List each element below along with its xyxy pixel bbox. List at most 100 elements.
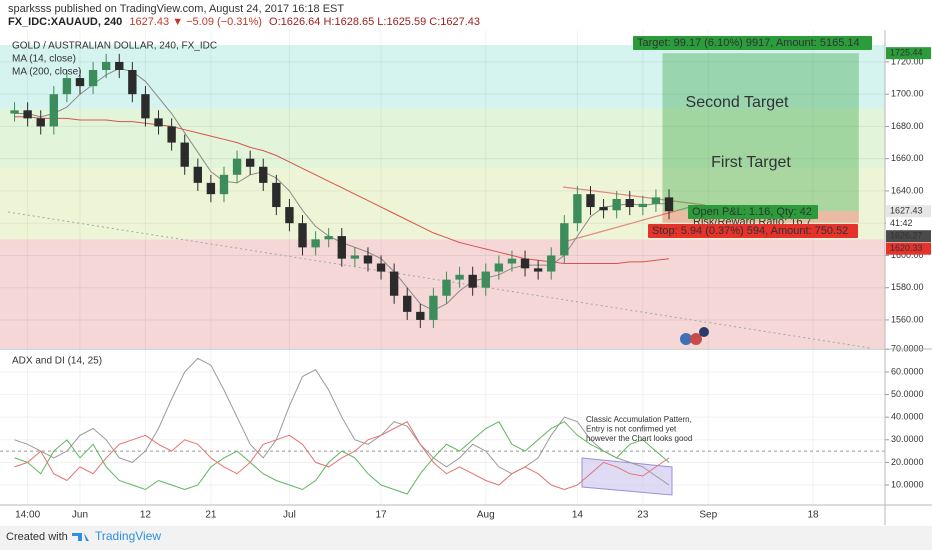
candle-body [285, 207, 294, 224]
candle-body [311, 239, 320, 248]
candle-body [298, 223, 307, 248]
candle-body [481, 271, 490, 288]
candle-body [403, 295, 412, 312]
candle-body [363, 255, 373, 264]
candle-body [651, 197, 661, 204]
candle-body [389, 271, 399, 296]
candle-body [337, 236, 346, 259]
candle-body [167, 126, 176, 143]
y-tick-label: 20.0000 [891, 457, 924, 467]
y-tick-label: 40.0000 [891, 412, 924, 422]
candle-body [664, 197, 674, 212]
pane-title: ADX and DI (14, 25) [12, 356, 102, 367]
candle-body [586, 194, 595, 208]
candle-body [612, 198, 621, 211]
candle-body [533, 268, 543, 272]
note: Entry is not confirmed yet [586, 425, 677, 434]
x-tick-label: Jul [283, 510, 296, 521]
candle-body [62, 78, 72, 95]
candle-body [416, 311, 425, 320]
price-label-box [886, 230, 931, 243]
x-tick-label: Jun [72, 510, 88, 521]
y-tick-label: 1660.00 [891, 153, 924, 163]
chart-title: GOLD / AUSTRALIAN DOLLAR, 240, FX_IDC [12, 41, 217, 52]
y-tick-label: 1600.00 [891, 250, 924, 260]
legend-entry: MA (14, close) [12, 54, 76, 65]
series-line [14, 421, 670, 495]
pnl-label: Open P&L: 1.16, Qty: 42 [692, 206, 812, 218]
candle-body [324, 236, 333, 240]
foreground-layer: 1560.001580.001600.001620.001640.001660.… [10, 36, 931, 521]
pnl-label-box [688, 205, 818, 219]
candle-body [219, 174, 229, 195]
price-label-box [886, 205, 931, 218]
quote-change: 1627.43 ▼ −5.09 (−0.31%) [129, 16, 262, 28]
x-tick-label: 23 [637, 510, 649, 521]
candle-body [232, 158, 242, 175]
candle-body [272, 182, 281, 208]
candle-body [376, 263, 386, 272]
candle-body [350, 255, 360, 259]
trend-line [7, 211, 871, 349]
candle-body [141, 94, 150, 119]
candle-body [494, 263, 504, 272]
candle-body [75, 78, 85, 87]
y-tick-label: 1640.00 [891, 185, 924, 195]
x-tick-label: 14:00 [15, 510, 40, 521]
y-tick-label: 30.0000 [891, 434, 924, 444]
candle-body [507, 258, 517, 264]
y-tick-label: 1560.00 [891, 314, 924, 324]
footer-text: Created with [6, 531, 68, 543]
candle-body [88, 69, 98, 87]
y-tick-label: 1720.00 [891, 56, 924, 66]
event-icon [690, 333, 702, 345]
y-tick-label: 50.0000 [891, 389, 924, 399]
price-label: 1620.33 [890, 243, 923, 253]
candle-body [429, 295, 438, 320]
footer-brand: TradingView [95, 529, 161, 543]
price-label-box [886, 47, 931, 60]
quote-ohlc: O:1626.64 H:1628.65 L:1625.59 C:1627.43 [269, 16, 480, 28]
channel-shape [581, 457, 673, 496]
target-label-box [633, 36, 872, 50]
candle-body [101, 61, 111, 70]
footer-bar [0, 526, 932, 550]
target-box [662, 53, 859, 212]
candle-body [455, 274, 464, 280]
stop-label: Stop: 5.94 (0.37%) 594, Amount: 750.52 [652, 225, 848, 237]
annotation: Second Target [686, 94, 789, 111]
x-tick-label: 12 [140, 510, 152, 521]
target-label: Target: 99.17 (6.10%) 9917, Amount: 5165… [637, 37, 860, 49]
series-line [14, 116, 670, 264]
candle-body [560, 223, 569, 256]
price-label-box [886, 242, 931, 255]
middle-layer: Second Target First Target [0, 53, 885, 496]
x-tick-label: Sep [699, 510, 717, 521]
candle-body [520, 258, 530, 269]
triangle-upper [562, 186, 706, 206]
candle-body [180, 142, 189, 167]
event-icon [699, 327, 709, 337]
x-tick-label: 18 [807, 510, 819, 521]
candle-body [245, 158, 255, 167]
y-tick-label: 10.0000 [891, 479, 924, 489]
quote-line: FX_IDC:XAUAUD, 240 1627.43 ▼ −5.09 (−0.3… [8, 16, 480, 28]
candle-body [115, 61, 124, 70]
y-tick-label: 1580.00 [891, 282, 924, 292]
byline: sparksss published on TradingView.com, A… [8, 3, 344, 15]
price-label: 1725.44 [890, 48, 923, 58]
x-tick-label: 21 [205, 510, 217, 521]
price-label: 1626.27 [890, 231, 923, 241]
candle-body [206, 182, 216, 195]
y-tick-label: 60.0000 [891, 366, 924, 376]
event-icon [680, 333, 692, 345]
price-label: 41:42 [890, 218, 913, 228]
annotation: First Target [711, 154, 791, 171]
x-tick-label: 17 [375, 510, 387, 521]
x-tick-label: 14 [572, 510, 584, 521]
candle-body [154, 118, 163, 127]
quote-symbol: FX_IDC:XAUAUD, 240 [8, 16, 122, 28]
candle-body [547, 255, 556, 272]
y-tick-label: 1700.00 [891, 89, 924, 99]
